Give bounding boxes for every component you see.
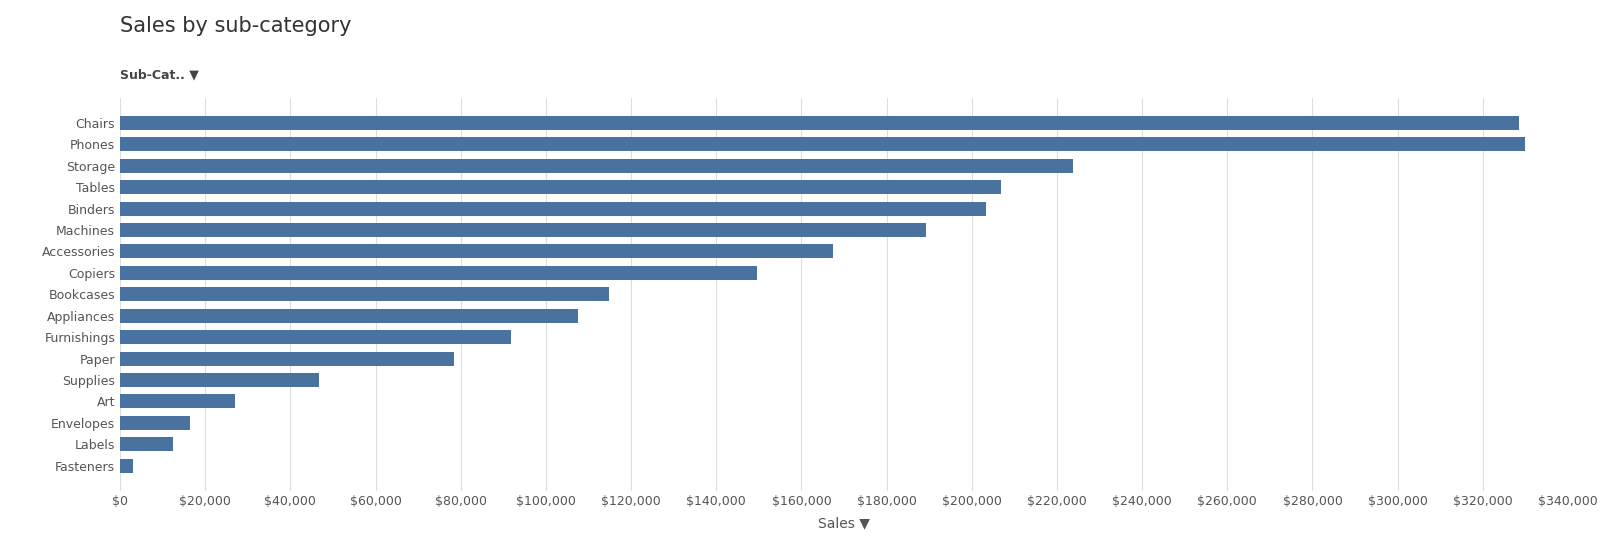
Bar xyxy=(120,416,190,430)
Bar xyxy=(120,223,926,237)
Bar xyxy=(120,330,510,344)
Bar xyxy=(120,180,1002,194)
Bar xyxy=(120,159,1074,173)
Bar xyxy=(120,245,834,258)
Bar xyxy=(120,352,454,366)
Bar xyxy=(120,116,1518,130)
Bar xyxy=(120,202,986,216)
Bar xyxy=(120,287,610,301)
Bar xyxy=(120,395,235,408)
Bar xyxy=(120,266,757,280)
Bar xyxy=(120,437,173,451)
Text: Sales by sub-category: Sales by sub-category xyxy=(120,16,352,37)
Bar xyxy=(120,309,578,323)
Text: Sub-Cat.. ▼: Sub-Cat.. ▼ xyxy=(120,68,198,81)
X-axis label: Sales ▼: Sales ▼ xyxy=(818,517,870,531)
Bar xyxy=(120,137,1525,152)
Bar xyxy=(120,373,318,387)
Bar xyxy=(120,459,133,473)
